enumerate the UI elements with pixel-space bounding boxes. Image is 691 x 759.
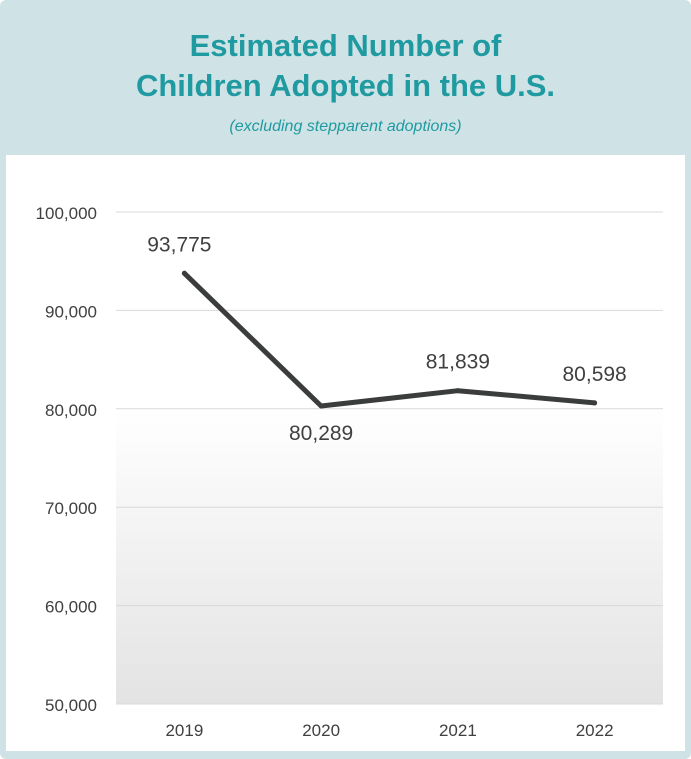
data-label: 81,839 <box>426 351 490 374</box>
x-tick-label: 2021 <box>439 721 477 740</box>
data-point <box>455 388 461 394</box>
data-point <box>318 403 324 409</box>
series-line <box>181 270 598 409</box>
chart-header: Estimated Number of Children Adopted in … <box>0 0 691 155</box>
data-label: 93,775 <box>147 233 211 256</box>
y-tick-label: 80,000 <box>45 401 97 420</box>
y-tick-label: 100,000 <box>36 204 97 223</box>
data-point <box>592 400 598 406</box>
x-tick-label: 2019 <box>165 721 203 740</box>
lower-shaded-band <box>116 408 663 704</box>
data-point <box>181 270 187 276</box>
y-tick-label: 60,000 <box>45 598 97 617</box>
chart-title-line-1: Estimated Number of <box>189 28 502 63</box>
data-label: 80,598 <box>563 363 627 386</box>
y-tick-label: 70,000 <box>45 499 97 518</box>
y-tick-label: 90,000 <box>45 302 97 321</box>
x-tick-label: 2022 <box>576 721 614 740</box>
chart-title-line-2: Children Adopted in the U.S. <box>135 68 556 103</box>
chart-subtitle: (excluding stepparent adoptions) <box>229 118 462 135</box>
y-tick-label: 50,000 <box>45 696 97 715</box>
data-label: 80,289 <box>289 422 353 445</box>
x-tick-label: 2020 <box>302 721 340 740</box>
